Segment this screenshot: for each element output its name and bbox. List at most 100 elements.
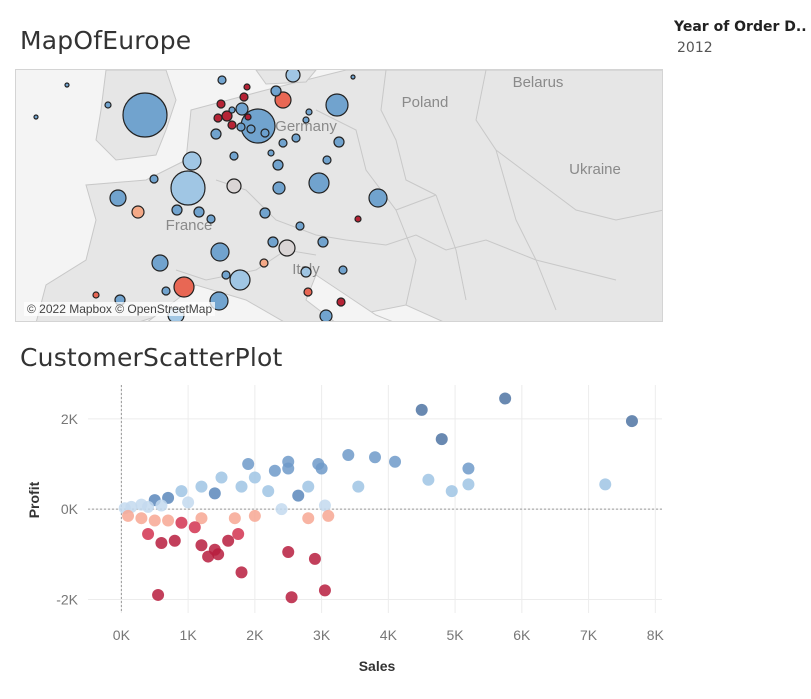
map-bubble[interactable] [350,74,356,80]
scatter-point[interactable] [122,509,135,522]
scatter-point[interactable] [152,588,165,601]
map-bubble[interactable] [149,174,159,184]
map-bubble[interactable] [216,99,226,109]
map-bubble[interactable] [171,204,183,216]
scatter-point[interactable] [242,458,255,471]
scatter-point[interactable] [195,480,208,493]
scatter-point[interactable] [175,485,188,498]
map-bubble[interactable] [305,108,313,116]
map-bubble[interactable] [151,254,169,272]
scatter-point[interactable] [462,478,475,491]
scatter-point[interactable] [195,512,208,525]
map-bubble[interactable] [229,269,251,291]
scatter-point[interactable] [235,566,248,579]
map-bubble[interactable] [270,85,282,97]
scatter-point[interactable] [208,487,221,500]
map-bubble[interactable] [302,116,310,124]
scatter-point[interactable] [222,534,235,547]
map-bubble[interactable] [291,133,301,143]
map-bubble[interactable] [308,172,330,194]
map-bubble[interactable] [217,75,227,85]
scatter-point[interactable] [215,471,228,484]
map-bubble[interactable] [322,155,332,165]
scatter-point[interactable] [135,512,148,525]
map-bubble[interactable] [336,297,346,307]
scatter-point[interactable] [322,509,335,522]
scatter-point[interactable] [422,473,435,486]
scatter-point[interactable] [342,448,355,461]
map-bubble[interactable] [226,178,242,194]
map-bubble[interactable] [303,287,313,297]
map-bubble[interactable] [193,206,205,218]
scatter-point[interactable] [248,471,261,484]
scatter-point[interactable] [312,458,325,471]
scatter-point[interactable] [148,514,161,527]
map-bubble[interactable] [244,113,252,121]
scatter-point[interactable] [212,548,225,561]
map-bubble[interactable] [260,128,270,138]
map-bubble[interactable] [228,106,236,114]
scatter-point[interactable] [235,480,248,493]
map-bubble[interactable] [173,276,195,298]
scatter-point[interactable] [168,534,181,547]
map-bubble[interactable] [278,239,296,257]
scatter-point[interactable] [318,584,331,597]
scatter-point[interactable] [248,509,261,522]
map-bubble[interactable] [92,291,100,299]
map-bubble[interactable] [104,101,112,109]
map-bubble[interactable] [354,215,362,223]
map-bubble[interactable] [295,221,305,231]
scatter-point[interactable] [268,464,281,477]
scatter-point[interactable] [188,521,201,534]
map-bubble[interactable] [221,270,231,280]
map-bubble[interactable] [206,214,216,224]
map-bubble[interactable] [122,92,168,138]
scatter-point[interactable] [445,485,458,498]
scatter-point[interactable] [162,514,175,527]
scatter-point[interactable] [462,462,475,475]
map-bubble[interactable] [319,309,333,322]
scatter-point[interactable] [232,527,245,540]
scatter-point[interactable] [435,433,448,446]
map-bubble[interactable] [64,82,70,88]
scatter-point[interactable] [282,546,295,559]
scatter-point[interactable] [285,591,298,604]
map-bubble[interactable] [170,170,206,206]
scatter-point[interactable] [155,499,168,512]
map-bubble[interactable] [285,70,301,83]
map-bubble[interactable] [267,149,275,157]
map-bubble[interactable] [235,102,249,116]
map-bubble[interactable] [210,128,222,140]
scatter-point[interactable] [228,512,241,525]
scatter-point[interactable] [369,451,381,464]
map-bubble[interactable] [338,265,348,275]
filter-value[interactable]: 2012 [677,40,713,56]
scatter-point[interactable] [302,512,315,525]
map-attribution[interactable]: © 2022 Mapbox © OpenStreetMap [24,302,216,316]
map-bubble[interactable] [272,181,286,195]
map-bubble[interactable] [274,91,292,109]
scatter-point[interactable] [182,496,195,509]
scatter-point[interactable] [292,489,305,502]
map-bubble[interactable] [227,120,237,130]
map-bubble[interactable] [368,188,388,208]
year-filter[interactable]: Year of Order D.. 2012 [674,19,811,56]
scatter-point[interactable] [282,462,295,475]
scatter-point[interactable] [389,455,402,468]
scatter-point[interactable] [262,485,275,498]
scatter-point[interactable] [275,503,288,516]
map-bubble[interactable] [325,93,349,117]
map-bubble[interactable] [243,83,251,91]
map-bubble[interactable] [131,205,145,219]
scatter-point[interactable] [415,403,428,416]
map-bubble[interactable] [300,266,312,278]
map-bubble[interactable] [278,138,288,148]
scatter-point[interactable] [318,499,331,512]
scatter-point[interactable] [202,550,215,563]
scatter-point[interactable] [499,392,512,405]
map-bubble[interactable] [236,122,246,132]
map-bubble[interactable] [259,207,271,219]
map-bubble[interactable] [272,159,284,171]
map-bubble[interactable] [246,124,256,134]
europe-map[interactable]: BelarusPolandGermanyUkraineFranceItaly ©… [15,69,663,322]
